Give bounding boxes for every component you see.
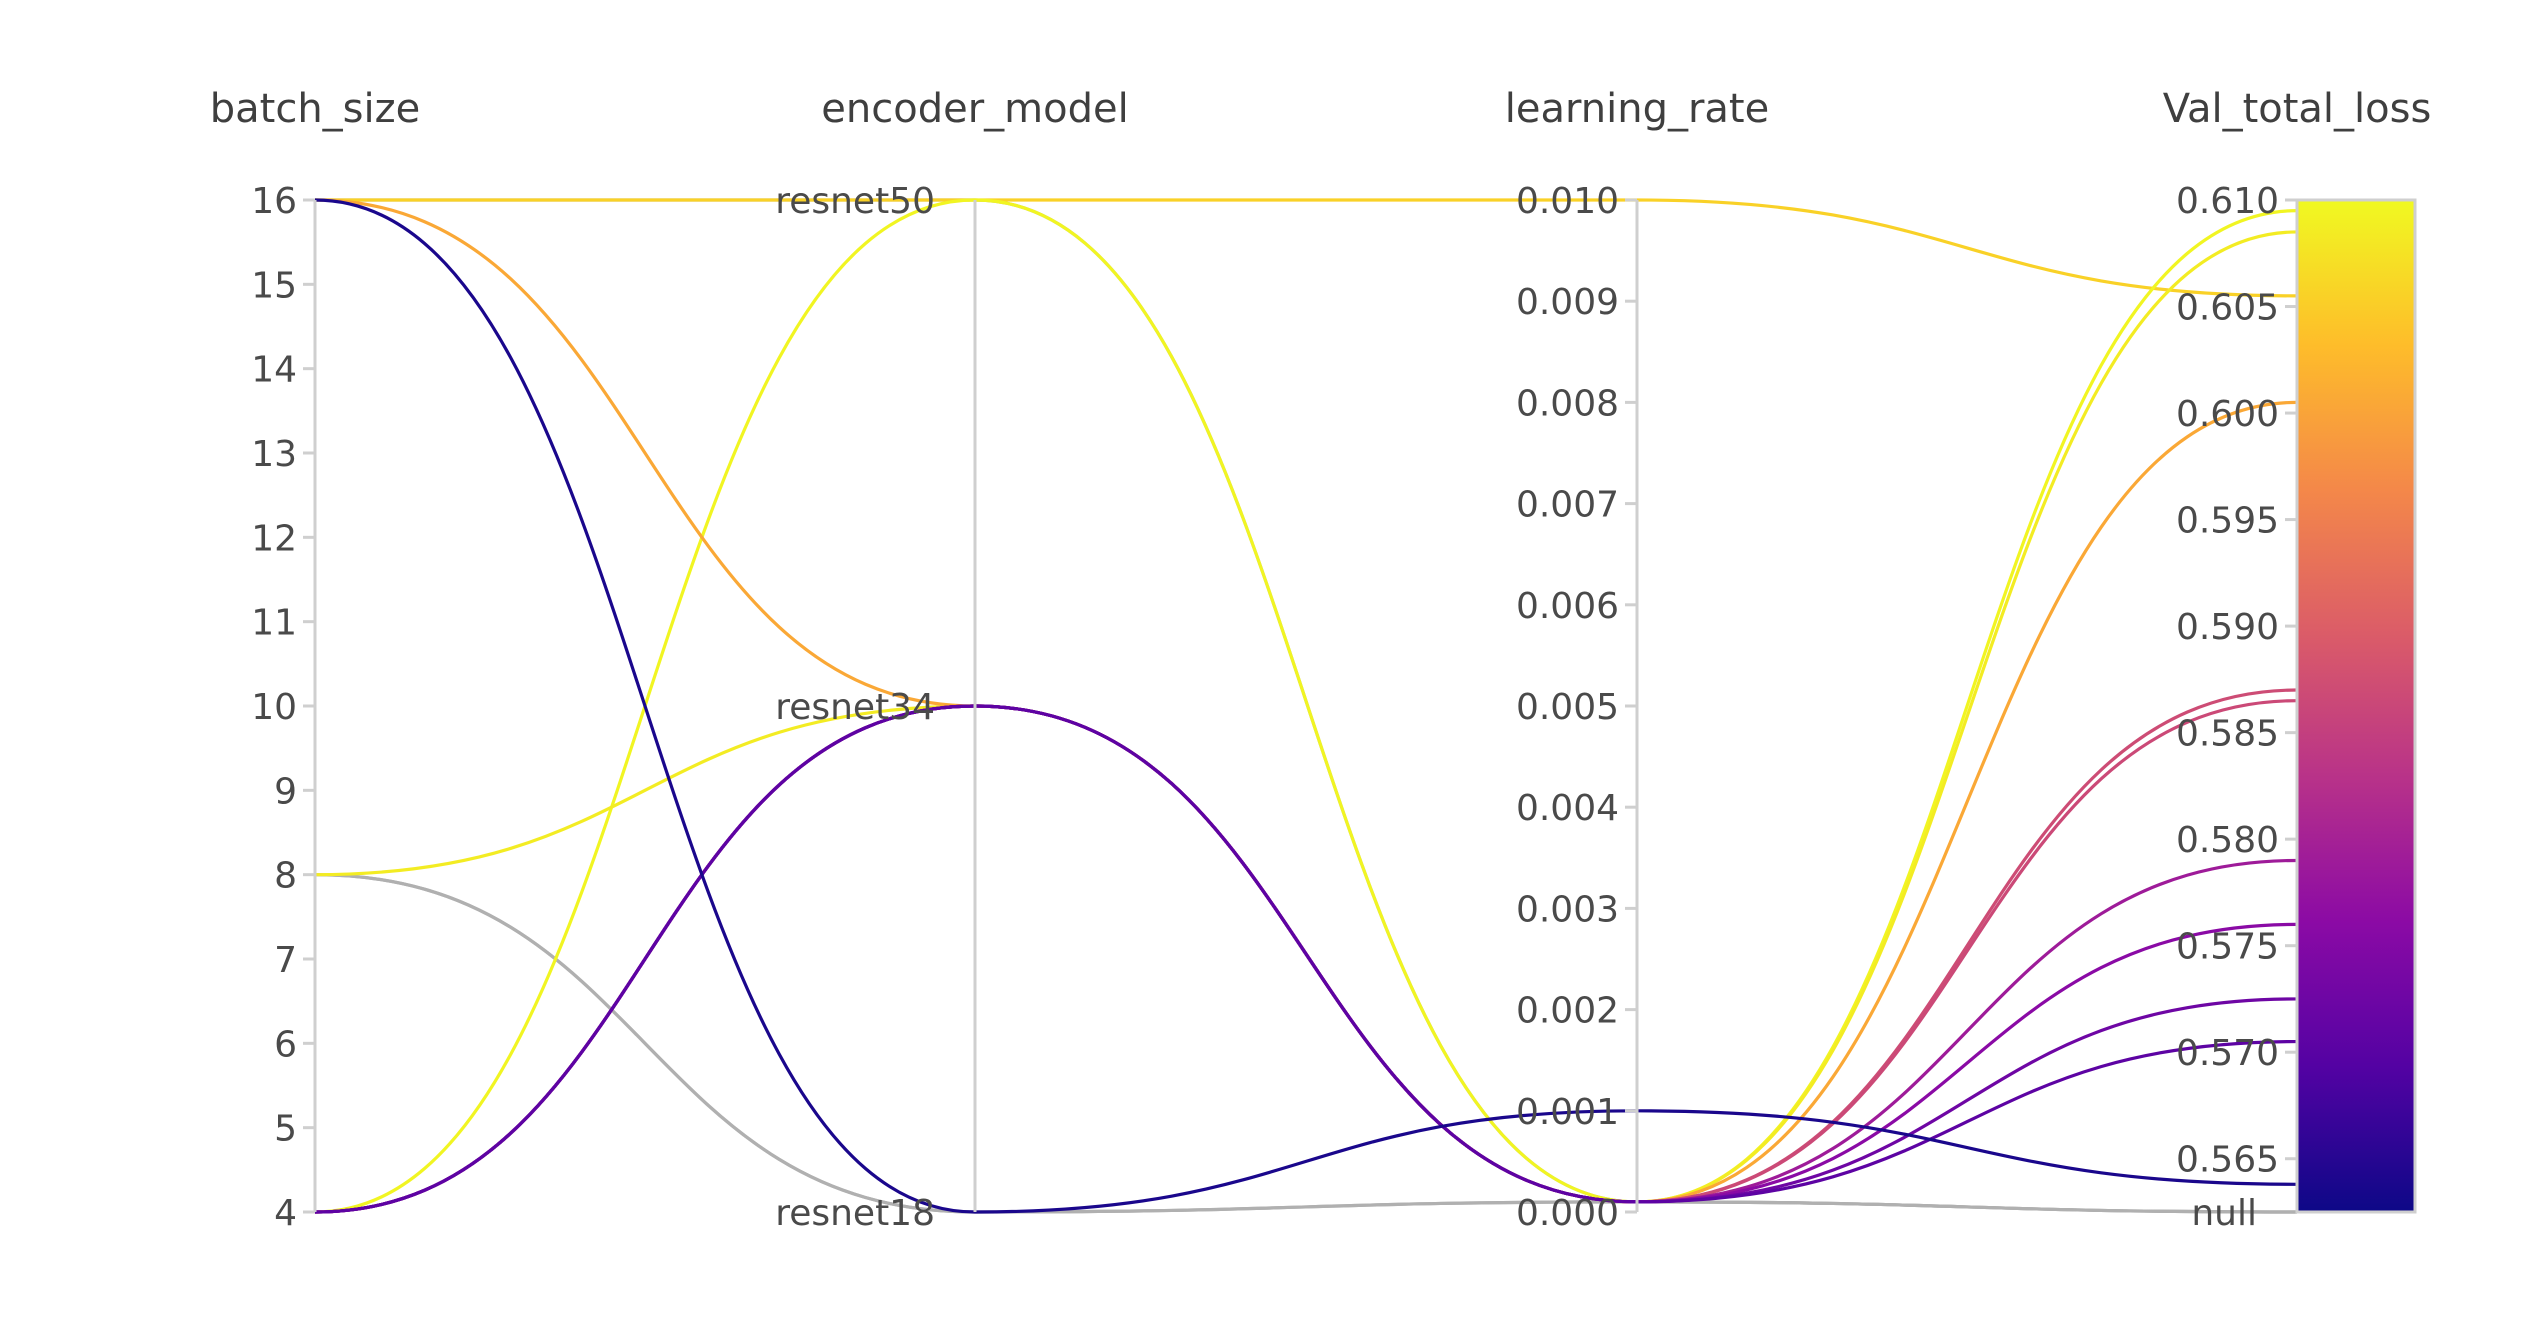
run-lines xyxy=(314,198,2298,1214)
run-line-14[interactable] xyxy=(314,873,2298,1214)
tick-label: 8 xyxy=(274,856,297,897)
axis-val-total-loss[interactable]: Val_total_loss 0.610 0.605 0.600 0.595 0.590 0… xyxy=(2163,86,2432,1234)
run-line-11[interactable] xyxy=(314,198,2298,1214)
tick-label: 0.570 xyxy=(2176,1033,2279,1074)
axis-title[interactable]: learning_rate xyxy=(1505,86,1769,132)
axis-encoder-model[interactable]: encoder_model resnet18 resnet34 resnet50 xyxy=(775,86,1129,1234)
tick-label: 7 xyxy=(274,940,297,981)
axis-title[interactable]: Val_total_loss xyxy=(2163,86,2432,132)
tick-label: resnet34 xyxy=(775,687,935,728)
tick-label: 0.006 xyxy=(1516,586,1619,627)
tick-label: 11 xyxy=(251,603,297,644)
tick-label: 0.008 xyxy=(1516,383,1619,424)
null-tick-label: null xyxy=(2191,1193,2257,1234)
tick-label: 0.595 xyxy=(2176,501,2279,542)
tick-label: 0.010 xyxy=(1516,181,1619,222)
run-line-2[interactable] xyxy=(314,198,2298,1214)
axes: batch_size 16 15 14 13 12 11 10 9 8 7 6 5 4 encoder_mo… xyxy=(210,86,2432,1234)
tick-label: 0.580 xyxy=(2176,820,2279,861)
tick-label: 0.007 xyxy=(1516,485,1619,526)
tick-label: 16 xyxy=(251,181,297,222)
axis-learning-rate[interactable]: learning_rate 0.010 0.009 0.008 0.007 0.006 0.… xyxy=(1505,86,1769,1234)
colorbar-gradient[interactable] xyxy=(2295,198,2417,1214)
run-line-10[interactable] xyxy=(314,704,2298,1214)
tick-label: resnet50 xyxy=(775,181,935,222)
tick-label: 14 xyxy=(251,350,297,391)
tick-label: 13 xyxy=(251,434,297,475)
tick-label: 0.565 xyxy=(2176,1140,2279,1181)
tick-label: 6 xyxy=(274,1024,297,1065)
run-line-8[interactable] xyxy=(314,704,2298,1214)
run-line-9[interactable] xyxy=(314,704,2298,1214)
tick-label: 0.585 xyxy=(2176,714,2279,755)
tick-label: 4 xyxy=(274,1193,297,1234)
axis-title[interactable]: batch_size xyxy=(210,86,421,132)
tick-label: 0.605 xyxy=(2176,288,2279,329)
tick-label: 0.610 xyxy=(2176,181,2279,222)
tick-label: resnet18 xyxy=(775,1193,935,1234)
tick-label: 0.600 xyxy=(2176,394,2279,435)
tick-label: 0.002 xyxy=(1516,991,1619,1032)
tick-label: 12 xyxy=(251,518,297,559)
tick-label: 0.001 xyxy=(1516,1092,1619,1133)
axis-batch-size[interactable]: batch_size 16 15 14 13 12 11 10 9 8 7 6 5 4 xyxy=(210,86,421,1234)
tick-label: 0.004 xyxy=(1516,788,1619,829)
tick-label: 5 xyxy=(274,1109,297,1150)
tick-label: 0.575 xyxy=(2176,927,2279,968)
tick-label: 10 xyxy=(251,687,297,728)
tick-label: 0.590 xyxy=(2176,607,2279,648)
tick-label: 0.005 xyxy=(1516,687,1619,728)
tick-label: 9 xyxy=(274,771,297,812)
run-line-7[interactable] xyxy=(314,704,2298,1214)
run-line-3[interactable] xyxy=(314,230,2298,1204)
tick-label: 0.009 xyxy=(1516,282,1619,323)
colorbar[interactable] xyxy=(2295,198,2417,1214)
tick-label: 0.003 xyxy=(1516,889,1619,930)
run-line-5[interactable] xyxy=(314,688,2298,1214)
tick-label: 15 xyxy=(251,265,297,306)
tick-label: 0.000 xyxy=(1516,1193,1619,1234)
run-line-1[interactable] xyxy=(315,198,2298,298)
axis-title[interactable]: encoder_model xyxy=(821,86,1128,132)
